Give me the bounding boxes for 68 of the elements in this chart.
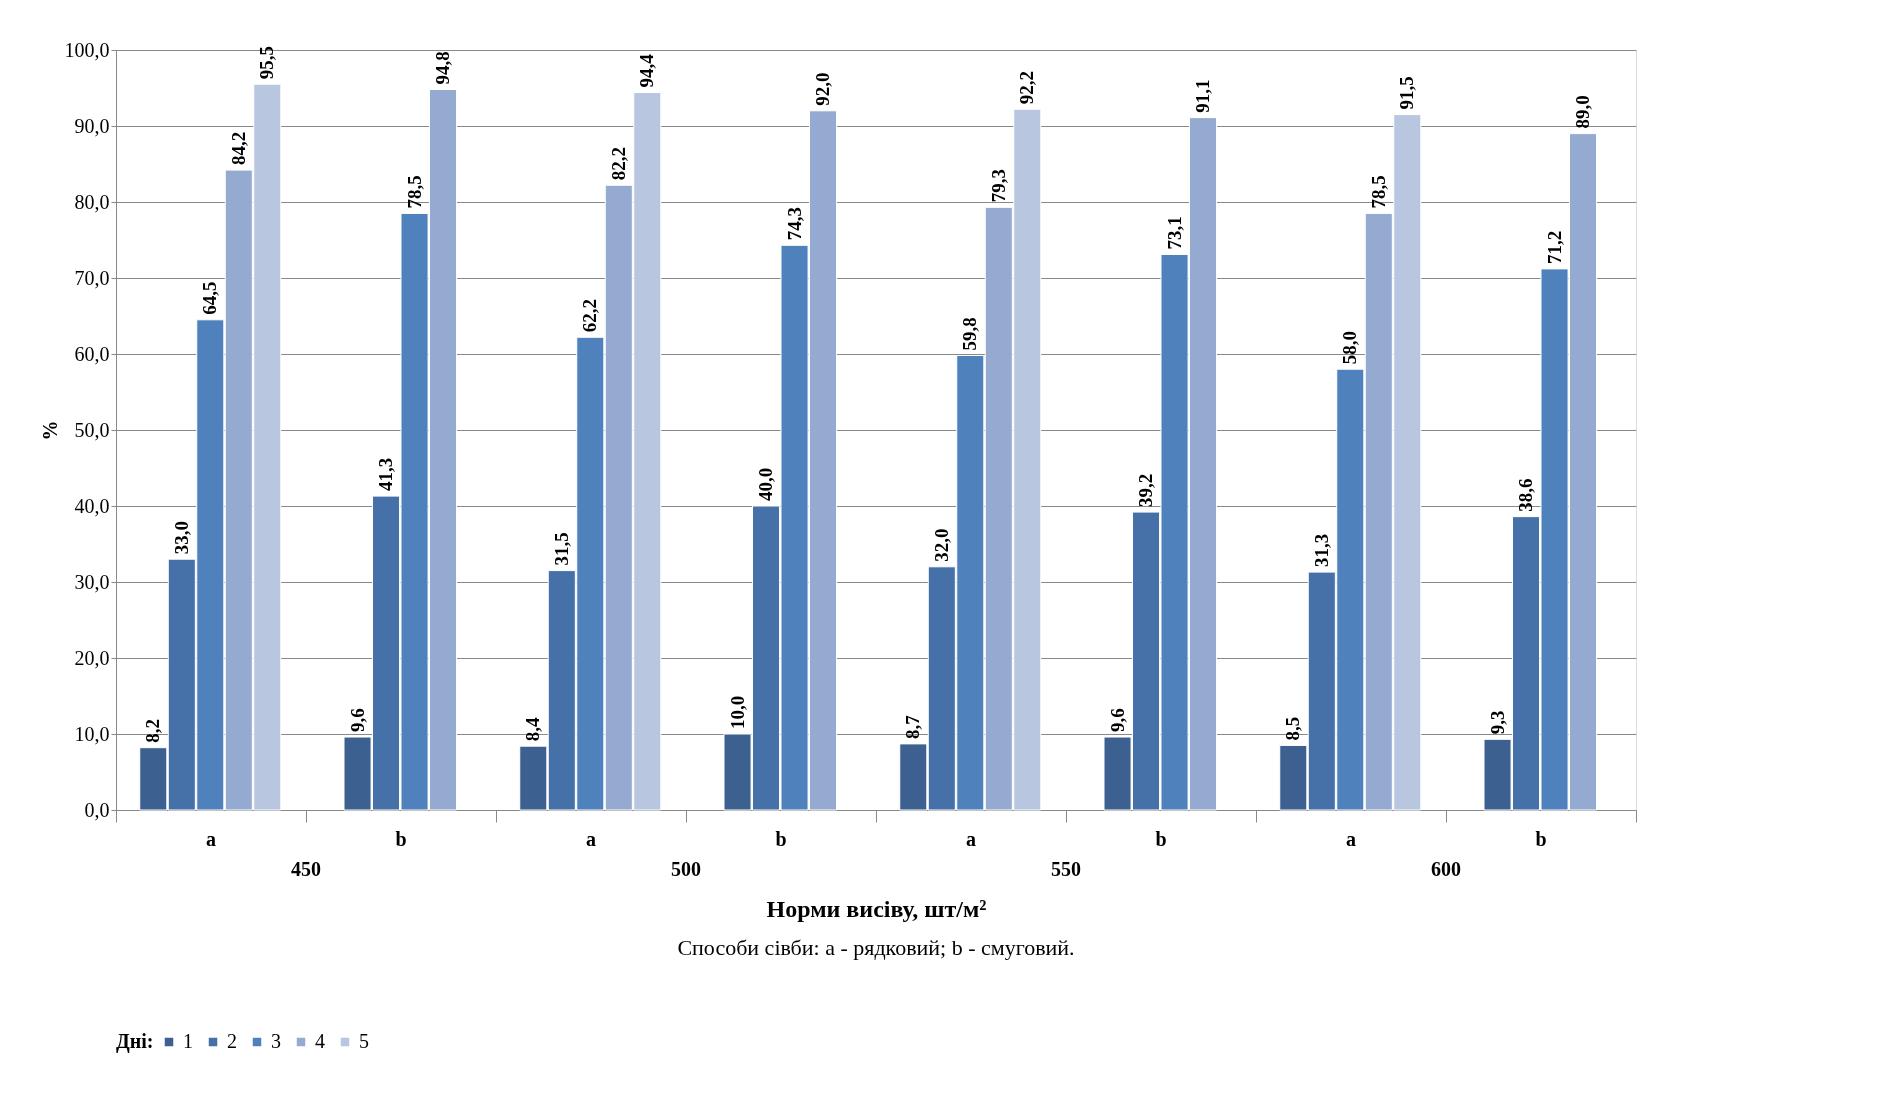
data-label: 38,6 (1515, 478, 1537, 512)
data-label: 92,2 (1016, 71, 1038, 105)
data-label: 91,5 (1396, 76, 1418, 110)
y-tick-label: 60,0 (74, 342, 110, 365)
data-label: 39,2 (1135, 473, 1157, 508)
y-tick-label: 30,0 (74, 570, 110, 593)
y-tick-label: 70,0 (74, 266, 110, 289)
y-tick-label: 90,0 (74, 114, 110, 137)
data-label: 78,5 (403, 175, 425, 209)
data-label: 31,5 (550, 532, 572, 566)
data-label: 74,3 (783, 207, 805, 241)
y-axis-title: % (38, 420, 61, 441)
x-tick-label: b (775, 828, 787, 850)
data-label: 73,1 (1163, 216, 1185, 250)
data-label: 8,7 (902, 714, 924, 739)
y-tick-label: 10,0 (74, 722, 110, 745)
x-tick-label: b (395, 828, 407, 850)
x-tick-label: a (586, 828, 596, 850)
y-tick-label: 20,0 (74, 646, 110, 669)
data-label: 9,6 (346, 708, 368, 733)
x-axis-title: Норми висіву, шт/м² (766, 896, 987, 922)
y-tick-label: 80,0 (74, 190, 110, 213)
data-label: 91,1 (1192, 79, 1214, 113)
x-tick-label: a (1346, 828, 1356, 850)
data-label: 8,5 (1282, 716, 1304, 741)
legend-label: 5 (359, 1030, 369, 1052)
legend-label: 2 (227, 1030, 237, 1052)
text: 550 (1051, 858, 1081, 880)
legend-label: 4 (315, 1030, 325, 1052)
data-label: 32,0 (930, 528, 952, 562)
text: 500 (671, 858, 701, 880)
x-tick-label: b (1155, 828, 1167, 850)
data-label: 33,0 (170, 520, 192, 555)
data-label: 9,3 (1486, 710, 1508, 735)
x-tick-label: b (1535, 828, 1547, 850)
text: Способи сівби: а - рядковий; b - смуговий. (677, 935, 1075, 960)
data-label: 8,4 (522, 716, 544, 742)
y-tick-label: 50,0 (74, 418, 110, 441)
text: 450 (291, 858, 321, 880)
data-label: 62,2 (579, 299, 601, 333)
data-label: 31,3 (1310, 533, 1332, 568)
legend-label: 1 (183, 1030, 193, 1052)
y-tick-label: 40,0 (74, 494, 110, 517)
data-label: 78,5 (1367, 175, 1389, 209)
text: 600 (1431, 858, 1461, 880)
x-tick-label: a (966, 828, 976, 850)
data-label: 64,5 (199, 281, 221, 315)
y-tick-label: 0,0 (84, 798, 110, 821)
data-label: 58,0 (1339, 330, 1361, 365)
data-label: 71,2 (1543, 230, 1565, 264)
legend-title: Дні: (116, 1030, 154, 1053)
data-label: 82,2 (607, 147, 629, 181)
data-label: 95,5 (256, 45, 278, 80)
legend-label: 3 (271, 1030, 281, 1052)
data-label: 59,8 (959, 317, 981, 351)
data-label: 8,2 (142, 718, 164, 743)
data-label: 89,0 (1572, 95, 1594, 129)
data-label: 9,6 (1106, 708, 1128, 733)
x-tick-label: a (206, 828, 216, 850)
data-label: 10,0 (726, 695, 748, 729)
data-label: 79,3 (987, 169, 1009, 203)
data-label: 40,0 (755, 467, 777, 501)
y-tick-label: 100,0 (64, 38, 110, 61)
data-label: 94,8 (432, 51, 454, 85)
data-label: 84,2 (227, 131, 249, 166)
data-label: 41,3 (375, 457, 397, 492)
data-label: 94,4 (636, 53, 658, 88)
data-label: 92,0 (812, 72, 834, 106)
